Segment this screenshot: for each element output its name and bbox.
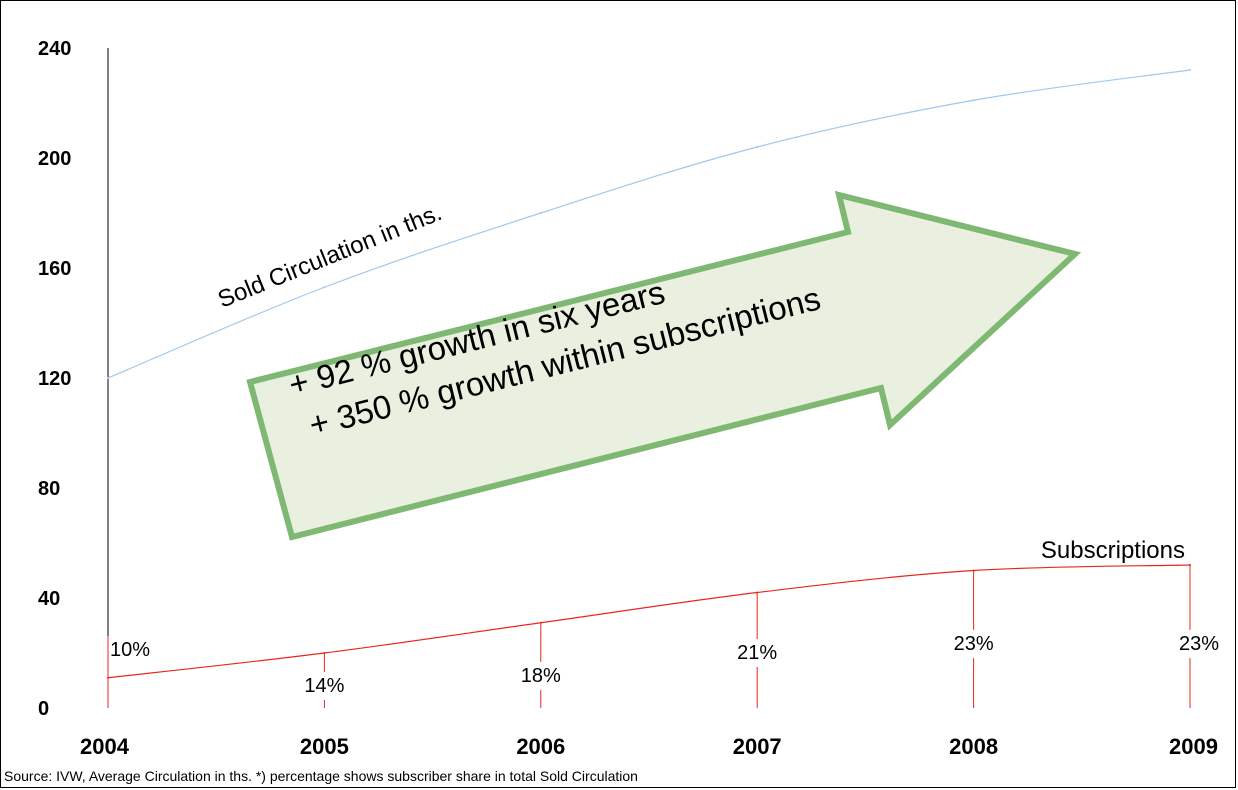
sold-circulation-point bbox=[323, 286, 326, 289]
x-tick-label: 2009 bbox=[1169, 734, 1218, 759]
growth-arrow-shape bbox=[246, 190, 1082, 541]
subscriber-share-label: 10% bbox=[110, 639, 150, 661]
x-tick-label: 2008 bbox=[949, 734, 998, 759]
sold-circulation-point bbox=[107, 377, 109, 379]
x-tick-label: 2006 bbox=[516, 734, 565, 759]
sold-circulation-point bbox=[756, 146, 759, 148]
subscriptions-label: Subscriptions bbox=[1041, 537, 1185, 564]
series-lines bbox=[107, 69, 1191, 679]
source-note: Source: IVW, Average Circulation in ths.… bbox=[4, 768, 638, 784]
y-tick-label: 240 bbox=[38, 38, 71, 60]
x-tick-label: 2007 bbox=[733, 734, 782, 759]
subscriber-share-label: 18% bbox=[521, 665, 561, 687]
subscriber-share-label: 14% bbox=[304, 675, 344, 697]
axes: 0 40 80 120 160 200 240 2004 2005 2006 2007 2008 200… bbox=[38, 38, 1218, 759]
y-tick-label: 120 bbox=[38, 368, 71, 390]
x-tick-label: 2004 bbox=[80, 734, 130, 759]
y-tick-label: 160 bbox=[38, 258, 71, 280]
y-tick-label: 80 bbox=[38, 478, 60, 500]
y-tick-label: 0 bbox=[38, 698, 49, 720]
drop-lines bbox=[107, 565, 1191, 708]
y-tick-label: 200 bbox=[38, 148, 71, 170]
sold-circulation-point bbox=[972, 99, 975, 102]
x-tick-label: 2005 bbox=[300, 734, 349, 759]
sold-circulation-line bbox=[107, 69, 1191, 379]
subscriptions-line bbox=[107, 564, 1191, 679]
subscriber-share-label: 23% bbox=[1179, 633, 1219, 655]
subscriber-share-label: 23% bbox=[954, 633, 994, 655]
sold-circulation-point bbox=[539, 212, 542, 214]
y-tick-label: 40 bbox=[38, 588, 60, 610]
sold-circulation-point bbox=[1189, 69, 1191, 71]
subscriber-share-label: 21% bbox=[737, 642, 777, 664]
